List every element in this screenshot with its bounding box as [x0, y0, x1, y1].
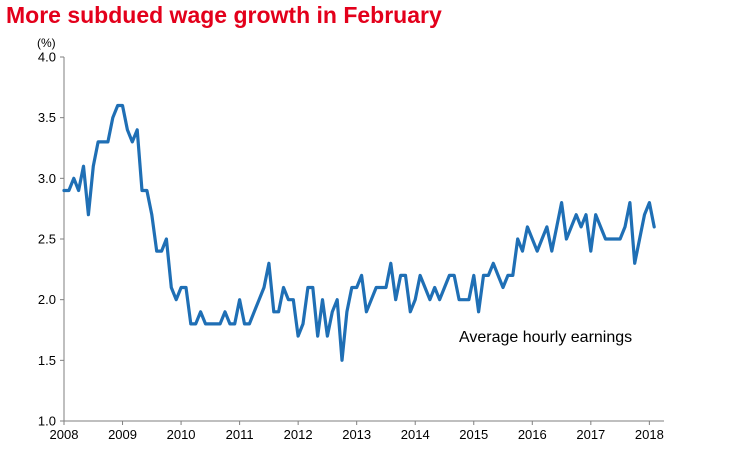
y-tick-label: 2.0	[38, 292, 56, 307]
x-tick-label: 2011	[226, 427, 254, 442]
series-annotation-label: Average hourly earnings	[459, 329, 632, 346]
y-tick-label: 1.0	[38, 414, 56, 429]
x-tick-label: 2015	[459, 427, 488, 442]
y-tick-label: 4.0	[38, 50, 56, 65]
axes	[60, 56, 664, 425]
x-tick-label: 2013	[342, 427, 371, 442]
x-tick-label: 2018	[635, 427, 664, 442]
x-tick-label: 2009	[108, 427, 137, 442]
plot-area	[62, 103, 656, 362]
y-axis-unit-label: (%)	[37, 36, 56, 50]
x-tick-label: 2017	[576, 427, 605, 442]
x-tick-label: 2010	[167, 427, 196, 442]
x-tick-label: 2016	[518, 427, 547, 442]
x-tick-label: 2012	[284, 427, 313, 442]
y-tick-label: 3.5	[38, 110, 56, 125]
series-line-average-hourly-earnings	[62, 103, 656, 362]
tick-labels: 1.0 1.5 2.0 2.5 3.0 3.5 4.0 2008 2009 2010 2011 201…	[38, 50, 664, 443]
y-tick-label: 2.5	[38, 232, 56, 247]
y-tick-label: 1.5	[38, 353, 56, 368]
y-tick-label: 3.0	[38, 171, 56, 186]
chart-title: More subdued wage growth in February	[6, 2, 442, 28]
x-tick-label: 2008	[50, 427, 79, 442]
x-tick-label: 2014	[401, 427, 430, 442]
